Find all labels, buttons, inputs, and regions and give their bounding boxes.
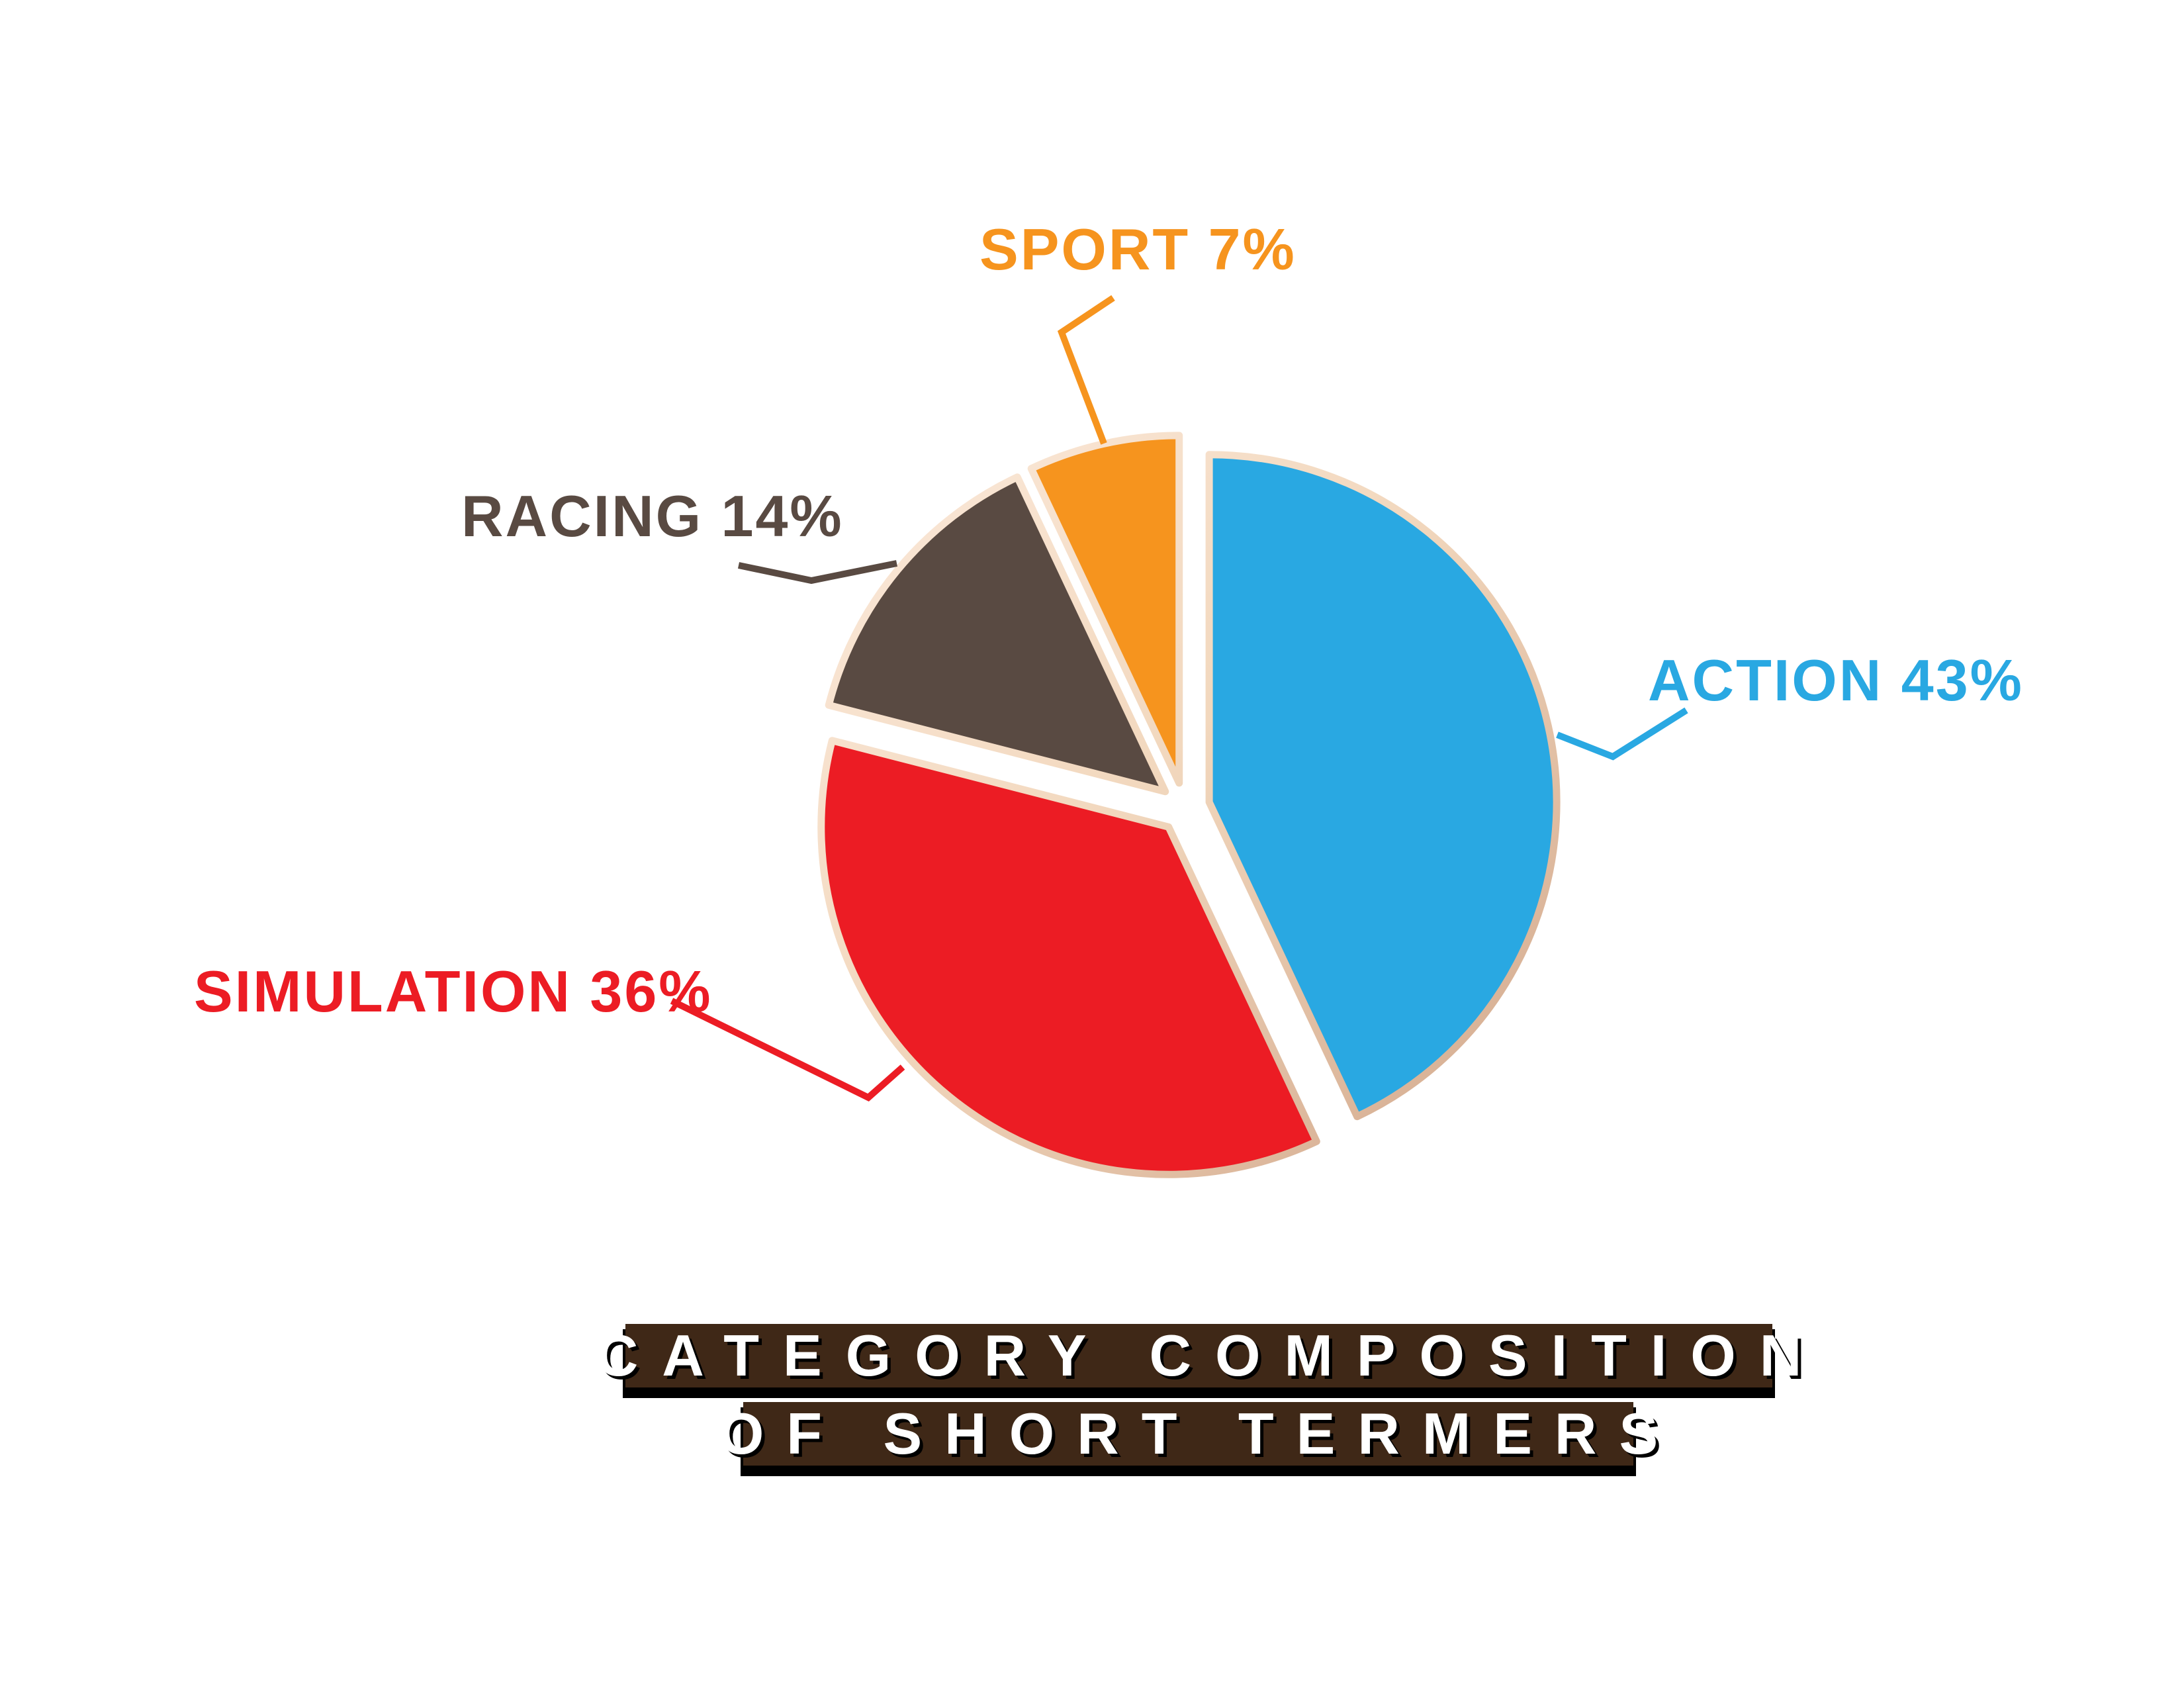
pie-slice-racing xyxy=(825,473,1169,796)
callout-line-action xyxy=(1556,707,1688,761)
pie-slice-action xyxy=(1205,451,1561,1121)
label-racing: RACING 14% xyxy=(461,483,844,549)
label-sport: SPORT 7% xyxy=(979,216,1297,282)
callout-line-simulation xyxy=(670,998,905,1102)
pie-slice-simulation xyxy=(817,737,1320,1178)
chart-title-line-1: CATEGORY COMPOSITION xyxy=(596,1323,1826,1388)
pie-slices xyxy=(817,432,1561,1178)
callout-line-racing xyxy=(737,560,897,585)
label-simulation: SIMULATION 36% xyxy=(194,959,713,1024)
label-action: ACTION 43% xyxy=(1648,647,2024,713)
chart-title-line-2: OF SHORT TERMERS xyxy=(718,1401,1681,1466)
callout-line-sport xyxy=(1057,295,1115,445)
callout-lines xyxy=(670,295,1688,1102)
pie-slice-sport xyxy=(1027,432,1183,787)
